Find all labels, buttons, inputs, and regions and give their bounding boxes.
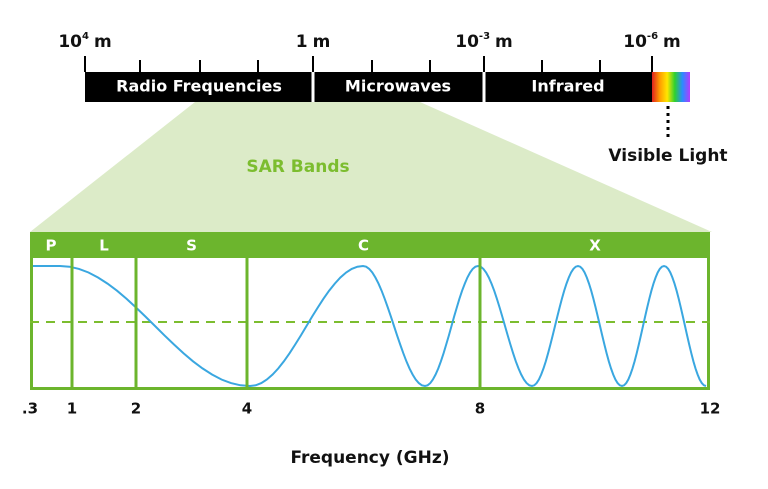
base: 10 bbox=[455, 32, 479, 52]
wave bbox=[33, 264, 707, 388]
frequency-tick: 4 bbox=[242, 400, 252, 418]
frequency-tick: 1 bbox=[67, 400, 77, 418]
visible-spectrum bbox=[652, 72, 690, 102]
bar bbox=[85, 72, 652, 102]
frequency-tick: 2 bbox=[131, 400, 141, 418]
wavelength-label: 10-6 m bbox=[623, 31, 681, 52]
frequency-tick: 8 bbox=[475, 400, 485, 418]
sup: 4 bbox=[82, 31, 89, 42]
axis-label: Frequency (GHz) bbox=[290, 448, 449, 468]
frequency-tick: .3 bbox=[22, 400, 38, 418]
band-label: Infrared bbox=[531, 77, 604, 96]
band-letter: X bbox=[589, 237, 601, 255]
base: 10 bbox=[623, 32, 647, 52]
unit: m bbox=[495, 32, 513, 52]
band-letter: C bbox=[358, 237, 369, 255]
frequency-tick: 12 bbox=[700, 400, 721, 418]
unit: m bbox=[94, 32, 112, 52]
sup: -3 bbox=[479, 31, 490, 42]
base: 1 bbox=[296, 32, 308, 52]
spectrum-bar bbox=[85, 72, 690, 102]
sup: -6 bbox=[647, 31, 658, 42]
unit: m bbox=[313, 32, 331, 52]
unit: m bbox=[663, 32, 681, 52]
band-label: Microwaves bbox=[345, 77, 451, 96]
base: 10 bbox=[58, 32, 82, 52]
visible-label: Visible Light bbox=[608, 146, 727, 166]
sar-header bbox=[30, 232, 710, 258]
wavelength-label: 10-3 m bbox=[455, 31, 513, 52]
wavelength-label: 104 m bbox=[58, 31, 111, 52]
sar-title: SAR Bands bbox=[246, 157, 349, 177]
band-letter: L bbox=[99, 237, 109, 255]
zoom-trapezoid bbox=[30, 102, 712, 232]
band-letter: S bbox=[186, 237, 197, 255]
band-label: Radio Frequencies bbox=[116, 77, 282, 96]
band-letter: P bbox=[46, 237, 57, 255]
